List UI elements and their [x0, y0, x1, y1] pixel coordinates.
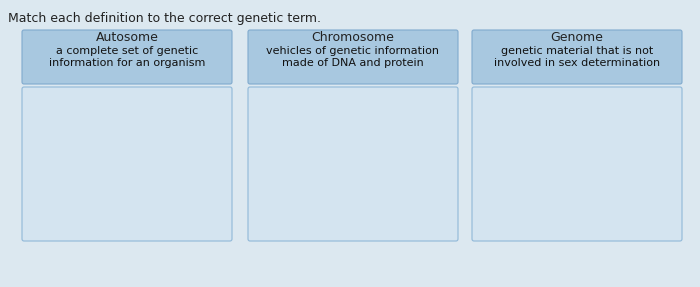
FancyBboxPatch shape: [248, 30, 458, 84]
FancyBboxPatch shape: [472, 87, 682, 241]
Text: Chromosome: Chromosome: [312, 31, 394, 44]
Text: Autosome: Autosome: [96, 31, 158, 44]
Text: genetic material that is not
involved in sex determination: genetic material that is not involved in…: [494, 46, 660, 68]
Text: Match each definition to the correct genetic term.: Match each definition to the correct gen…: [8, 12, 321, 25]
Text: Genome: Genome: [551, 31, 603, 44]
FancyBboxPatch shape: [472, 30, 682, 84]
Text: vehicles of genetic information
made of DNA and protein: vehicles of genetic information made of …: [267, 46, 440, 68]
FancyBboxPatch shape: [22, 30, 232, 84]
FancyBboxPatch shape: [22, 87, 232, 241]
FancyBboxPatch shape: [248, 87, 458, 241]
Text: a complete set of genetic
information for an organism: a complete set of genetic information fo…: [49, 46, 205, 68]
